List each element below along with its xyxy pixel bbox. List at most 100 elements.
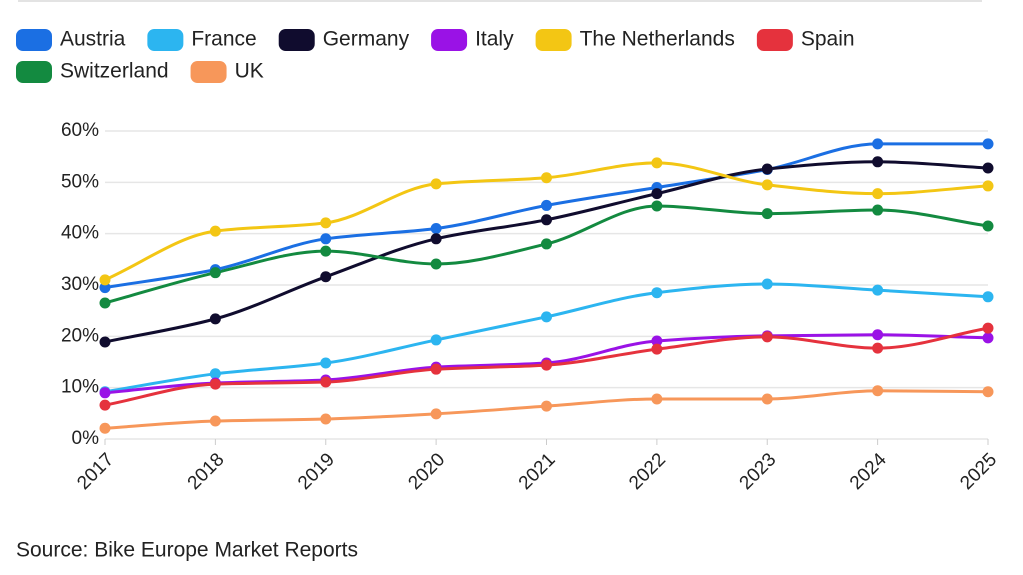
- data-point: [982, 386, 994, 398]
- data-point: [541, 172, 552, 184]
- data-point: [430, 233, 442, 245]
- legend-label: Switzerland: [60, 60, 169, 83]
- legend-swatch: [190, 61, 227, 83]
- x-tick-label: 2022: [625, 449, 670, 494]
- data-point: [541, 238, 552, 250]
- series-line: [104, 282, 989, 394]
- legend-label: France: [191, 28, 256, 51]
- x-tick-label: 2020: [404, 449, 449, 494]
- x-tick-label: 2024: [846, 449, 891, 494]
- data-point: [872, 188, 884, 200]
- data-point: [651, 335, 663, 347]
- legend-item: The Netherlands: [535, 28, 735, 51]
- data-point: [651, 200, 663, 212]
- data-point: [99, 297, 111, 309]
- data-point: [651, 188, 663, 200]
- data-point: [99, 274, 111, 286]
- data-point: [761, 163, 773, 175]
- data-point: [982, 220, 994, 232]
- data-point: [872, 138, 884, 150]
- legend-label: Austria: [60, 28, 126, 51]
- data-point: [872, 284, 884, 296]
- legend-label: Italy: [475, 28, 514, 51]
- y-tick-label: 60%: [61, 120, 99, 141]
- data-point: [872, 204, 884, 216]
- data-point: [209, 415, 221, 427]
- data-point: [320, 357, 332, 369]
- legend-item: Switzerland: [16, 60, 169, 83]
- legend-item: Spain: [756, 28, 855, 51]
- data-point: [209, 378, 221, 390]
- data-point: [651, 343, 663, 355]
- data-point: [320, 245, 332, 257]
- data-point: [99, 387, 111, 399]
- data-point: [209, 368, 221, 380]
- data-point: [99, 422, 111, 434]
- data-point: [99, 336, 111, 348]
- data-point: [761, 208, 773, 220]
- data-point: [320, 271, 332, 283]
- data-point: [430, 223, 442, 235]
- y-tick-label: 20%: [61, 325, 99, 346]
- data-point: [209, 267, 221, 279]
- legend-swatch: [147, 29, 184, 51]
- legend-item: Austria: [16, 28, 126, 51]
- legend-swatch: [16, 61, 52, 83]
- data-point: [761, 393, 773, 405]
- x-tick-label: 2017: [73, 449, 118, 494]
- x-tick-label: 2025: [956, 449, 1001, 494]
- legend-label: The Netherlands: [580, 28, 735, 51]
- data-point: [872, 385, 884, 397]
- legend-swatch: [756, 29, 793, 51]
- data-point: [430, 334, 442, 346]
- data-point: [541, 199, 552, 211]
- legend-item: UK: [190, 60, 264, 83]
- legend-swatch: [16, 29, 52, 51]
- data-point: [320, 217, 332, 229]
- data-point: [982, 180, 994, 192]
- data-point: [982, 332, 994, 344]
- data-point: [430, 363, 442, 375]
- data-point: [872, 329, 884, 341]
- data-point: [320, 233, 332, 245]
- data-point: [209, 313, 221, 325]
- legend-swatch: [278, 29, 315, 51]
- legend-swatch: [431, 29, 468, 51]
- legend-swatch: [535, 29, 572, 51]
- data-point: [761, 331, 773, 343]
- legend-label: UK: [235, 60, 264, 83]
- legend-item: France: [147, 28, 257, 51]
- data-point: [761, 278, 773, 290]
- legend-label: Spain: [801, 28, 855, 51]
- data-point: [982, 162, 994, 174]
- data-point: [320, 376, 332, 388]
- data-point: [320, 413, 332, 425]
- legend-label: Germany: [323, 28, 410, 51]
- data-point: [982, 291, 994, 303]
- y-tick-label: 40%: [61, 223, 99, 244]
- data-point: [430, 178, 442, 190]
- x-tick-label: 2018: [184, 449, 229, 494]
- source-note: Source: Bike Europe Market Reports: [16, 539, 358, 562]
- data-point: [982, 138, 994, 150]
- x-tick-label: 2023: [736, 449, 781, 494]
- y-tick-label: 10%: [61, 377, 99, 398]
- data-point: [541, 359, 552, 371]
- data-point: [872, 156, 884, 168]
- data-point: [99, 282, 111, 294]
- data-point: [651, 157, 663, 169]
- data-point: [209, 225, 221, 237]
- data-point: [541, 311, 552, 323]
- data-point: [541, 214, 552, 226]
- data-point: [982, 322, 994, 334]
- x-tick-label: 2019: [294, 449, 339, 494]
- legend-item: Germany: [278, 28, 410, 51]
- y-tick-label: 30%: [61, 274, 99, 295]
- data-point: [651, 393, 663, 405]
- data-point: [761, 179, 773, 191]
- data-point: [651, 287, 663, 299]
- y-tick-label: 50%: [61, 171, 99, 192]
- data-point: [99, 399, 111, 411]
- x-tick-label: 2021: [515, 449, 560, 494]
